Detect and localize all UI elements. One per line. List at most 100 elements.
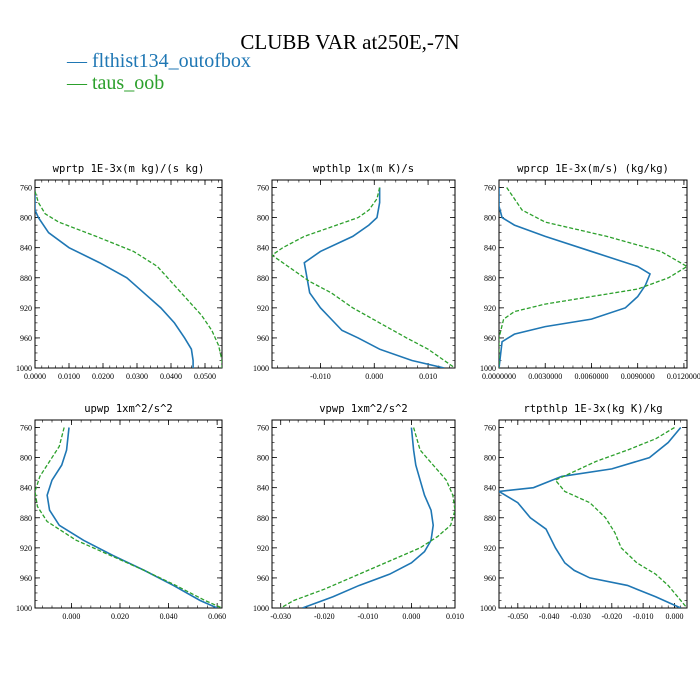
- series-line-2: [554, 426, 687, 608]
- x-tick-label: -0.010: [310, 372, 331, 381]
- y-tick-label: 880: [484, 274, 496, 283]
- series-line-1: [302, 427, 435, 608]
- y-tick-label: 1000: [253, 604, 269, 613]
- y-tick-label: 840: [484, 244, 496, 253]
- y-tick-label: 800: [484, 214, 496, 223]
- y-tick-label: 920: [484, 304, 496, 313]
- y-tick-label: 880: [20, 514, 32, 523]
- y-tick-label: 1000: [480, 604, 496, 613]
- y-tick-label: 960: [484, 334, 496, 343]
- x-tick-label: 0.0000000: [482, 372, 516, 381]
- y-tick-label: 800: [484, 454, 496, 463]
- x-tick-label: -0.030: [570, 612, 591, 621]
- x-tick-label: -0.020: [601, 612, 622, 621]
- y-tick-label: 760: [257, 424, 269, 433]
- x-tick-label: -0.040: [539, 612, 560, 621]
- panel-frame: [34, 419, 223, 609]
- panel-frame: [498, 179, 688, 369]
- panel-4: upwp 1xm^2/s^2 760 800 840 880 920 960 1000 0.00…: [16, 403, 226, 621]
- panel-title: rtpthlp 1E-3x(kg K)/kg: [523, 403, 662, 415]
- panel-title: wprtp 1E-3x(m kg)/(s kg): [53, 163, 205, 175]
- x-tick-label: 0.060: [208, 612, 226, 621]
- x-tick-label: 0.000: [665, 612, 683, 621]
- series-line-1: [46, 427, 218, 608]
- y-tick-label: 960: [257, 334, 269, 343]
- y-tick-label: 800: [20, 214, 32, 223]
- y-tick-label: 920: [484, 544, 496, 553]
- x-tick-label: 0.010: [446, 612, 464, 621]
- x-tick-label: 0.010: [419, 372, 437, 381]
- x-tick-label: 0.0400: [160, 372, 182, 381]
- y-tick-label: 1000: [480, 364, 496, 373]
- x-tick-label: 0.0300: [126, 372, 148, 381]
- x-tick-label: 0.0120000: [667, 372, 700, 381]
- y-tick-label: 920: [257, 304, 269, 313]
- x-tick-label: 0.000: [402, 612, 420, 621]
- x-tick-label: 0.0090000: [621, 372, 655, 381]
- x-tick-label: 0.0200: [92, 372, 114, 381]
- y-tick-label: 920: [20, 544, 32, 553]
- series-line-2: [272, 187, 455, 368]
- y-tick-label: 920: [257, 544, 269, 553]
- panel-frame: [271, 419, 456, 609]
- y-tick-label: 840: [20, 484, 32, 493]
- x-tick-label: 0.0100: [58, 372, 80, 381]
- x-tick-label: -0.020: [314, 612, 335, 621]
- x-tick-label: 0.040: [160, 612, 178, 621]
- panel-title: wprcp 1E-3x(m/s) (kg/kg): [517, 163, 669, 175]
- y-tick-label: 960: [20, 334, 32, 343]
- y-tick-label: 960: [257, 574, 269, 583]
- x-tick-label: -0.010: [633, 612, 654, 621]
- x-tick-label: 0.0500: [194, 372, 216, 381]
- panel-title: upwp 1xm^2/s^2: [84, 403, 173, 415]
- x-tick-label: -0.010: [358, 612, 379, 621]
- y-tick-label: 760: [484, 184, 496, 193]
- y-tick-label: 840: [257, 484, 269, 493]
- legend-entry-1: — flthist134_outofbox: [67, 50, 251, 72]
- legend-entry-2: — taus_oob: [67, 72, 165, 94]
- panel-frame: [271, 179, 456, 369]
- panel-title: vpwp 1xm^2/s^2: [319, 403, 408, 415]
- series-line-2: [35, 427, 222, 608]
- y-tick-label: 1000: [253, 364, 269, 373]
- panel-1: wprtp 1E-3x(m kg)/(s kg) 760 800 840 880 920 9…: [16, 163, 223, 381]
- series-line-1: [35, 191, 194, 368]
- x-tick-label: 0.020: [111, 612, 129, 621]
- y-tick-label: 880: [257, 514, 269, 523]
- series-line-1: [499, 427, 682, 608]
- y-tick-label: 880: [484, 514, 496, 523]
- series-line-1: [499, 187, 652, 368]
- y-tick-label: 960: [20, 574, 32, 583]
- x-tick-label: 0.0000: [24, 372, 46, 381]
- y-tick-label: 960: [484, 574, 496, 583]
- y-tick-label: 800: [257, 454, 269, 463]
- series-line-1: [303, 187, 445, 368]
- y-tick-label: 920: [20, 304, 32, 313]
- x-tick-label: 0.000: [365, 372, 383, 381]
- x-tick-label: 0.0030000: [528, 372, 562, 381]
- x-tick-label: -0.030: [270, 612, 291, 621]
- y-tick-label: 760: [20, 184, 32, 193]
- y-tick-label: 1000: [16, 364, 32, 373]
- y-tick-label: 800: [257, 214, 269, 223]
- y-tick-label: 840: [20, 244, 32, 253]
- y-tick-label: 800: [20, 454, 32, 463]
- x-tick-label: 0.000: [62, 612, 80, 621]
- y-tick-label: 1000: [16, 604, 32, 613]
- y-tick-label: 880: [20, 274, 32, 283]
- panel-title: wpthlp 1x(m K)/s: [313, 163, 414, 175]
- y-tick-label: 760: [20, 424, 32, 433]
- panel-frame: [34, 179, 223, 369]
- series-line-2: [499, 187, 687, 368]
- x-tick-label: -0.050: [507, 612, 528, 621]
- panel-6: rtpthlp 1E-3x(kg K)/kg 760 800 840 880 920 960…: [480, 403, 688, 621]
- y-tick-label: 760: [484, 424, 496, 433]
- x-tick-label: 0.0060000: [574, 372, 608, 381]
- y-tick-label: 840: [257, 244, 269, 253]
- panel-5: vpwp 1xm^2/s^27608008408809209601000-0.0…: [253, 403, 464, 621]
- y-tick-label: 880: [257, 274, 269, 283]
- series-line-2: [35, 191, 222, 368]
- panel-2: wpthlp 1x(m K)/s 760 800 840 880 920 960 1000 -0…: [253, 163, 456, 381]
- y-tick-label: 760: [257, 184, 269, 193]
